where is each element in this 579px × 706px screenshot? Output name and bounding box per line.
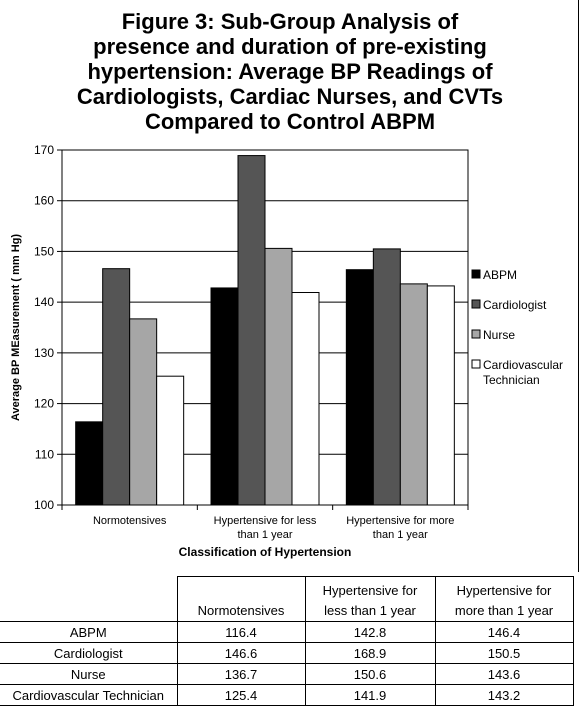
header-line: Hypertensive for [322, 583, 418, 598]
y-tick-label: 150 [34, 244, 54, 258]
x-tick-label: Hypertensive for less [214, 515, 317, 527]
table-cell: 143.2 [434, 684, 574, 706]
table-cell: 136.7 [176, 663, 306, 685]
table-cell: 150.6 [304, 663, 436, 685]
bar [156, 375, 185, 506]
table-cell: 142.8 [304, 621, 436, 643]
table-cell: 146.4 [434, 621, 574, 643]
legend-swatch [471, 299, 481, 309]
chart-title-line: Figure 3: Sub-Group Analysis of [121, 9, 459, 34]
y-tick-label: 100 [34, 498, 54, 512]
bar [426, 285, 455, 506]
y-tick-label: 110 [35, 447, 54, 461]
chart-title-line: presence and duration of pre-existing [93, 34, 487, 59]
y-tick-label: 160 [34, 194, 54, 208]
y-axis-title: Average BP MEasurement ( mm Hg) [10, 234, 22, 421]
bar [372, 248, 401, 506]
data-table: Normotensives Hypertensive for less than … [0, 576, 574, 706]
row-label: Cardiologist [0, 642, 178, 664]
x-tick-label: than 1 year [237, 529, 292, 541]
header-line: less than 1 year [324, 603, 416, 618]
table-row: Cardiologist 146.6 168.9 150.5 [0, 642, 574, 664]
table-cell: 146.6 [176, 642, 306, 664]
bar [237, 155, 266, 506]
chart-area: Figure 3: Sub-Group Analysis of presence… [10, 0, 579, 572]
table-cell: 141.9 [304, 684, 436, 706]
header-line: more than 1 year [454, 603, 554, 618]
legend-label: ABPM [483, 268, 517, 282]
row-label: ABPM [0, 621, 178, 643]
chart-title-line: hypertension: Average BP Readings of [87, 59, 493, 84]
legend-label: Cardiovascular [483, 358, 563, 372]
header-line: Normotensives [197, 603, 285, 618]
x-axis-title: Classification of Hypertension [179, 545, 352, 559]
y-tick-label: 170 [34, 143, 54, 157]
table-row: ABPM 116.4 142.8 146.4 [0, 621, 574, 643]
y-tick-label: 140 [34, 295, 54, 309]
table-row: Nurse 136.7 150.6 143.6 [0, 663, 574, 685]
table-cell: 125.4 [176, 684, 306, 706]
legend-label: Cardiologist [483, 298, 547, 312]
table-header-cell: Hypertensive for less than 1 year [304, 576, 436, 622]
table-row: Cardiovascular Technician 125.4 141.9 14… [0, 684, 574, 706]
bar-chart: 100 110 120 130 140 150 160 170 Normotensives Hyp… [10, 143, 563, 559]
table-cell: 116.4 [176, 621, 306, 643]
table-cell: 150.5 [434, 642, 574, 664]
bar [210, 287, 239, 506]
bar [264, 247, 293, 506]
bar [75, 421, 104, 506]
table-header-row: Normotensives Hypertensive for less than … [0, 576, 574, 622]
x-tick-label: Hypertensive for more [346, 515, 454, 527]
bar [399, 283, 428, 506]
y-tick-label: 120 [34, 397, 54, 411]
table-cell: 143.6 [434, 663, 574, 685]
chart-title: Figure 3: Sub-Group Analysis of presence… [20, 9, 560, 134]
y-tick-label: 130 [34, 346, 54, 360]
chart-title-line: Cardiologists, Cardiac Nurses, and CVTs [76, 84, 504, 109]
bar [345, 269, 374, 506]
x-tick-label: Normotensives [93, 515, 167, 527]
bar [129, 318, 158, 506]
bar [102, 268, 131, 506]
table-header-cell: Hypertensive for more than 1 year [434, 576, 574, 622]
legend-label: Nurse [483, 328, 515, 342]
row-label: Cardiovascular Technician [0, 684, 178, 706]
table-header-cell: Normotensives [176, 576, 306, 622]
legend-label: Technician [483, 373, 540, 387]
header-line: Hypertensive for [456, 583, 552, 598]
legend-swatch [471, 359, 481, 369]
table-corner-cell [0, 576, 178, 622]
chart-title-line: Compared to Control ABPM [144, 109, 436, 134]
bar [291, 292, 320, 506]
x-tick-label: than 1 year [373, 529, 428, 541]
table-cell: 168.9 [304, 642, 436, 664]
row-label: Nurse [0, 663, 178, 685]
legend-swatch [471, 329, 481, 339]
legend-swatch [471, 269, 481, 279]
